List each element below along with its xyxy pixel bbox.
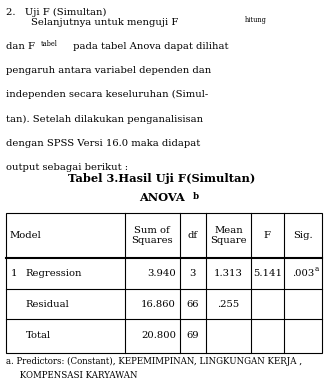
Text: pada tabel Anova dapat dilihat: pada tabel Anova dapat dilihat [70,42,228,51]
Text: Mean
Square: Mean Square [210,226,247,246]
Text: ANOVA: ANOVA [139,192,185,203]
Text: 66: 66 [187,300,199,308]
Text: Selanjutnya untuk menguji F: Selanjutnya untuk menguji F [6,18,179,27]
Text: pengaruh antara variabel dependen dan: pengaruh antara variabel dependen dan [6,66,212,75]
Text: .255: .255 [217,300,239,308]
Text: tabel: tabel [41,40,58,48]
Text: Sum of
Squares: Sum of Squares [132,226,173,246]
Text: hitung: hitung [245,16,267,24]
Text: dan F: dan F [6,42,36,51]
Text: Regression: Regression [26,269,82,278]
Text: 2.   Uji F (Simultan): 2. Uji F (Simultan) [6,8,107,17]
Text: Tabel 3.Hasil Uji F(Simultan): Tabel 3.Hasil Uji F(Simultan) [68,173,256,184]
Text: df: df [188,231,198,240]
Bar [6,213,322,353]
Text: Total: Total [26,331,51,340]
Text: KOMPENSASI KARYAWAN: KOMPENSASI KARYAWAN [6,371,138,380]
Text: output sebagai berikut :: output sebagai berikut : [6,163,129,172]
Text: 16.860: 16.860 [141,300,176,308]
Text: 5.141: 5.141 [253,269,282,278]
Text: F: F [264,231,271,240]
Text: a: a [314,265,318,273]
Text: .003: .003 [292,269,314,278]
Text: dengan SPSS Versi 16.0 maka didapat: dengan SPSS Versi 16.0 maka didapat [6,139,201,148]
Text: 69: 69 [187,331,199,340]
Text: 1.313: 1.313 [214,269,243,278]
Text: 3: 3 [190,269,196,278]
Text: Model: Model [10,231,41,240]
Text: Sig.: Sig. [293,231,313,240]
Text: 1: 1 [10,269,17,278]
Text: Residual: Residual [26,300,70,308]
Text: tan). Setelah dilakukan penganalisisan: tan). Setelah dilakukan penganalisisan [6,115,203,124]
Text: b: b [192,192,199,201]
Text: 3.940: 3.940 [147,269,176,278]
Text: 20.800: 20.800 [141,331,176,340]
Text: a. Predictors: (Constant), KEPEMIMPINAN, LINGKUNGAN KERJA ,: a. Predictors: (Constant), KEPEMIMPINAN,… [6,357,303,366]
Text: independen secara keseluruhan (Simul-: independen secara keseluruhan (Simul- [6,90,209,99]
